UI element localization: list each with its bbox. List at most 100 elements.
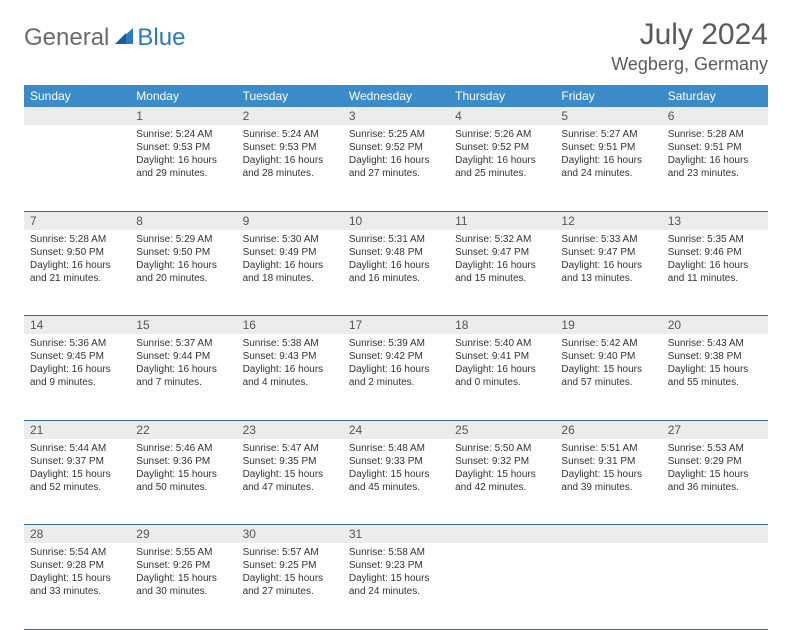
day-number-cell xyxy=(555,525,661,544)
day-cell xyxy=(24,125,130,211)
day-number-cell: 24 xyxy=(343,420,449,439)
day-number-cell: 12 xyxy=(555,211,661,230)
sunrise-line: Sunrise: 5:46 AM xyxy=(136,442,230,455)
location: Wegberg, Germany xyxy=(611,54,768,75)
sunrise-line: Sunrise: 5:42 AM xyxy=(561,337,655,350)
sunrise-line: Sunrise: 5:40 AM xyxy=(455,337,549,350)
sunset-line: Sunset: 9:45 PM xyxy=(30,350,124,363)
daylight-line: Daylight: 15 hours and 30 minutes. xyxy=(136,572,230,598)
day-cell: Sunrise: 5:43 AMSunset: 9:38 PMDaylight:… xyxy=(662,334,768,420)
day-number-cell: 26 xyxy=(555,420,661,439)
sunrise-line: Sunrise: 5:29 AM xyxy=(136,233,230,246)
weekday-header: Friday xyxy=(555,85,661,107)
day-cell: Sunrise: 5:39 AMSunset: 9:42 PMDaylight:… xyxy=(343,334,449,420)
logo: General Blue xyxy=(24,18,185,52)
day-cell: Sunrise: 5:38 AMSunset: 9:43 PMDaylight:… xyxy=(237,334,343,420)
sunset-line: Sunset: 9:50 PM xyxy=(136,246,230,259)
day-number-cell: 2 xyxy=(237,107,343,125)
day-number-cell: 19 xyxy=(555,316,661,335)
sunrise-line: Sunrise: 5:36 AM xyxy=(30,337,124,350)
daylight-line: Daylight: 15 hours and 45 minutes. xyxy=(349,468,443,494)
day-cell: Sunrise: 5:48 AMSunset: 9:33 PMDaylight:… xyxy=(343,439,449,525)
sunset-line: Sunset: 9:50 PM xyxy=(30,246,124,259)
sunrise-line: Sunrise: 5:43 AM xyxy=(668,337,762,350)
sunset-line: Sunset: 9:32 PM xyxy=(455,455,549,468)
weekday-header: Tuesday xyxy=(237,85,343,107)
week-row: Sunrise: 5:28 AMSunset: 9:50 PMDaylight:… xyxy=(24,230,768,316)
sunrise-line: Sunrise: 5:48 AM xyxy=(349,442,443,455)
day-number-cell: 3 xyxy=(343,107,449,125)
weekday-header-row: SundayMondayTuesdayWednesdayThursdayFrid… xyxy=(24,85,768,107)
title-block: July 2024 Wegberg, Germany xyxy=(611,18,768,75)
day-cell: Sunrise: 5:53 AMSunset: 9:29 PMDaylight:… xyxy=(662,439,768,525)
day-cell: Sunrise: 5:29 AMSunset: 9:50 PMDaylight:… xyxy=(130,230,236,316)
sunset-line: Sunset: 9:43 PM xyxy=(243,350,337,363)
daylight-line: Daylight: 16 hours and 21 minutes. xyxy=(30,259,124,285)
daylight-line: Daylight: 15 hours and 33 minutes. xyxy=(30,572,124,598)
day-cell: Sunrise: 5:33 AMSunset: 9:47 PMDaylight:… xyxy=(555,230,661,316)
sunset-line: Sunset: 9:36 PM xyxy=(136,455,230,468)
sunset-line: Sunset: 9:33 PM xyxy=(349,455,443,468)
daylight-line: Daylight: 15 hours and 24 minutes. xyxy=(349,572,443,598)
sunset-line: Sunset: 9:47 PM xyxy=(561,246,655,259)
sunrise-line: Sunrise: 5:28 AM xyxy=(668,128,762,141)
sunset-line: Sunset: 9:42 PM xyxy=(349,350,443,363)
daylight-line: Daylight: 16 hours and 23 minutes. xyxy=(668,154,762,180)
weekday-header: Sunday xyxy=(24,85,130,107)
day-cell: Sunrise: 5:50 AMSunset: 9:32 PMDaylight:… xyxy=(449,439,555,525)
day-number-cell: 7 xyxy=(24,211,130,230)
sunset-line: Sunset: 9:23 PM xyxy=(349,559,443,572)
logo-text-general: General xyxy=(24,24,109,52)
day-number-cell: 10 xyxy=(343,211,449,230)
day-number-cell xyxy=(449,525,555,544)
sunset-line: Sunset: 9:51 PM xyxy=(561,141,655,154)
sunset-line: Sunset: 9:46 PM xyxy=(668,246,762,259)
daylight-line: Daylight: 16 hours and 29 minutes. xyxy=(136,154,230,180)
sunset-line: Sunset: 9:35 PM xyxy=(243,455,337,468)
day-cell: Sunrise: 5:31 AMSunset: 9:48 PMDaylight:… xyxy=(343,230,449,316)
day-cell xyxy=(662,543,768,629)
daylight-line: Daylight: 16 hours and 9 minutes. xyxy=(30,363,124,389)
sunrise-line: Sunrise: 5:44 AM xyxy=(30,442,124,455)
sunrise-line: Sunrise: 5:50 AM xyxy=(455,442,549,455)
month-title: July 2024 xyxy=(611,18,768,52)
sunrise-line: Sunrise: 5:55 AM xyxy=(136,546,230,559)
day-cell: Sunrise: 5:28 AMSunset: 9:51 PMDaylight:… xyxy=(662,125,768,211)
daylight-line: Daylight: 16 hours and 15 minutes. xyxy=(455,259,549,285)
weekday-header: Wednesday xyxy=(343,85,449,107)
sunset-line: Sunset: 9:40 PM xyxy=(561,350,655,363)
sunset-line: Sunset: 9:28 PM xyxy=(30,559,124,572)
day-number-cell: 22 xyxy=(130,420,236,439)
sunrise-line: Sunrise: 5:24 AM xyxy=(243,128,337,141)
sunset-line: Sunset: 9:31 PM xyxy=(561,455,655,468)
day-number-cell: 8 xyxy=(130,211,236,230)
daynum-row: 78910111213 xyxy=(24,211,768,230)
sunset-line: Sunset: 9:26 PM xyxy=(136,559,230,572)
daylight-line: Daylight: 15 hours and 47 minutes. xyxy=(243,468,337,494)
day-number-cell: 28 xyxy=(24,525,130,544)
daylight-line: Daylight: 16 hours and 25 minutes. xyxy=(455,154,549,180)
sunset-line: Sunset: 9:52 PM xyxy=(455,141,549,154)
day-cell: Sunrise: 5:37 AMSunset: 9:44 PMDaylight:… xyxy=(130,334,236,420)
day-number-cell: 14 xyxy=(24,316,130,335)
day-cell: Sunrise: 5:36 AMSunset: 9:45 PMDaylight:… xyxy=(24,334,130,420)
day-cell: Sunrise: 5:47 AMSunset: 9:35 PMDaylight:… xyxy=(237,439,343,525)
sunset-line: Sunset: 9:51 PM xyxy=(668,141,762,154)
day-number-cell: 27 xyxy=(662,420,768,439)
day-number-cell: 15 xyxy=(130,316,236,335)
daylight-line: Daylight: 16 hours and 24 minutes. xyxy=(561,154,655,180)
day-number-cell xyxy=(662,525,768,544)
day-cell: Sunrise: 5:40 AMSunset: 9:41 PMDaylight:… xyxy=(449,334,555,420)
daylight-line: Daylight: 15 hours and 39 minutes. xyxy=(561,468,655,494)
daylight-line: Daylight: 15 hours and 57 minutes. xyxy=(561,363,655,389)
sunrise-line: Sunrise: 5:33 AM xyxy=(561,233,655,246)
daylight-line: Daylight: 16 hours and 20 minutes. xyxy=(136,259,230,285)
daylight-line: Daylight: 16 hours and 2 minutes. xyxy=(349,363,443,389)
logo-sail-icon xyxy=(113,26,135,51)
sunrise-line: Sunrise: 5:39 AM xyxy=(349,337,443,350)
daylight-line: Daylight: 15 hours and 42 minutes. xyxy=(455,468,549,494)
day-cell: Sunrise: 5:28 AMSunset: 9:50 PMDaylight:… xyxy=(24,230,130,316)
day-number-cell: 21 xyxy=(24,420,130,439)
week-row: Sunrise: 5:36 AMSunset: 9:45 PMDaylight:… xyxy=(24,334,768,420)
day-number-cell: 9 xyxy=(237,211,343,230)
